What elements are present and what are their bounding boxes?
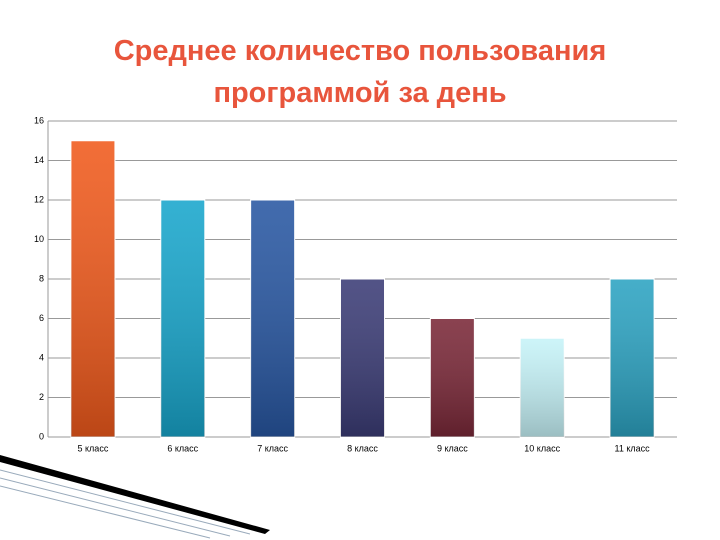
chart-title: Среднее количество пользования программо… bbox=[113, 35, 607, 109]
bar-shade bbox=[250, 200, 295, 437]
x-tick-label: 5 класс bbox=[78, 443, 109, 453]
bar-shade bbox=[340, 279, 385, 437]
y-tick-label: 10 bbox=[34, 234, 44, 244]
x-tick-label: 9 класс bbox=[437, 443, 468, 453]
bar-shade bbox=[610, 279, 655, 437]
x-tick-label: 7 класс bbox=[257, 443, 288, 453]
x-tick-label: 10 класс bbox=[524, 443, 560, 453]
y-tick-label: 8 bbox=[39, 273, 44, 283]
y-tick-label: 4 bbox=[39, 352, 44, 362]
y-tick-label: 6 bbox=[39, 313, 44, 323]
x-tick-label: 8 класс bbox=[347, 443, 378, 453]
y-tick-label: 16 bbox=[34, 115, 44, 125]
bar-shade bbox=[520, 338, 565, 437]
decoration bbox=[0, 455, 270, 539]
y-tick-label: 0 bbox=[39, 431, 44, 441]
y-tick-label: 14 bbox=[34, 155, 44, 165]
y-tick-label: 12 bbox=[34, 194, 44, 204]
bar-shade bbox=[160, 200, 205, 437]
y-tick-label: 2 bbox=[39, 392, 44, 402]
x-tick-label: 11 класс bbox=[615, 443, 651, 453]
bar-shade bbox=[70, 140, 115, 437]
x-tick-label: 6 класс bbox=[167, 443, 198, 453]
bar-shade bbox=[430, 318, 475, 437]
